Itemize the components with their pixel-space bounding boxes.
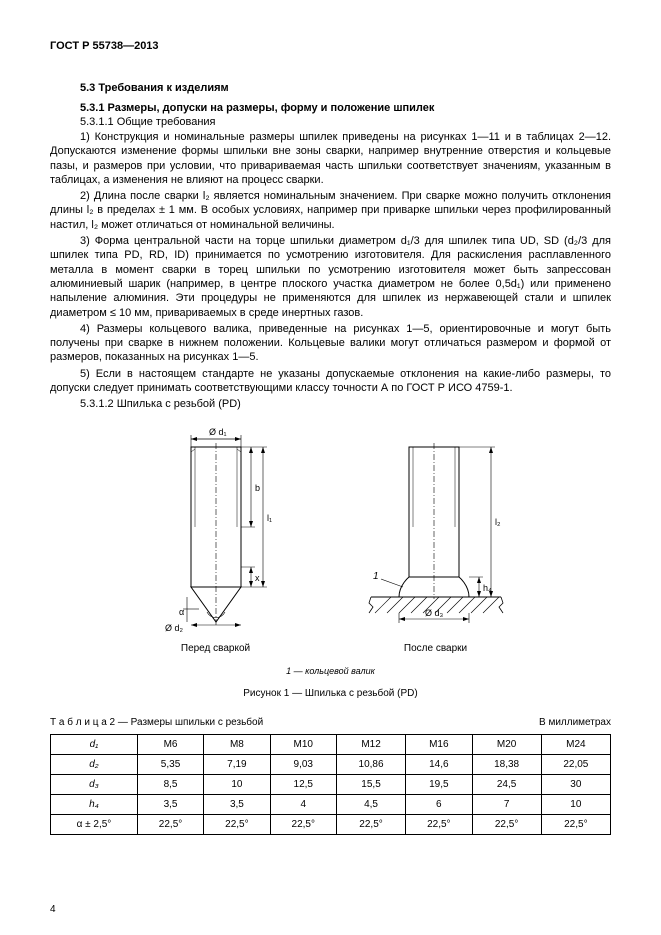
cell: 18,38 <box>472 754 541 774</box>
table-header-row: Т а б л и ц а 2 — Размеры шпильки с резь… <box>50 717 611 728</box>
cell: 24,5 <box>472 774 541 794</box>
dim-d2: Ø d₂ <box>165 623 184 633</box>
table-title: Т а б л и ц а 2 — Размеры шпильки с резь… <box>50 717 263 728</box>
col-m20: M20 <box>472 734 541 754</box>
cell: 22,5° <box>541 814 610 834</box>
cell: 9,03 <box>270 754 336 774</box>
caption-before: Перед сваркой <box>141 643 291 654</box>
cell: 22,5° <box>472 814 541 834</box>
table-head-row: d₁ M6 M8 M10 M12 M16 M20 M24 <box>51 734 611 754</box>
figure-before-welding: Ø d₁ <box>141 427 291 654</box>
cell: 22,5° <box>204 814 270 834</box>
body-text: 1) Конструкция и номинальные размеры шпи… <box>50 130 611 412</box>
cell: 14,6 <box>406 754 472 774</box>
cell: 10,86 <box>336 754 405 774</box>
cell: 8,5 <box>137 774 203 794</box>
cell: 3,5 <box>137 794 203 814</box>
table-row: d₃ 8,5 10 12,5 15,5 19,5 24,5 30 <box>51 774 611 794</box>
col-d1: d₁ <box>51 734 138 754</box>
caption-after: После сварки <box>351 643 521 654</box>
doc-header: ГОСТ Р 55738—2013 <box>50 40 611 52</box>
para-3: 3) Форма центральной части на торце шпил… <box>50 234 611 320</box>
section-5-3-1-1-title: 5.3.1.1 Общие требования <box>80 116 611 128</box>
dim-d1: Ø d₁ <box>209 427 227 437</box>
table-row: α ± 2,5° 22,5° 22,5° 22,5° 22,5° 22,5° 2… <box>51 814 611 834</box>
col-m8: M8 <box>204 734 270 754</box>
rowhead-h4: h₄ <box>51 794 138 814</box>
cell: 22,5° <box>137 814 203 834</box>
cell: 22,5° <box>406 814 472 834</box>
col-m6: M6 <box>137 734 203 754</box>
cell: 10 <box>204 774 270 794</box>
dim-alpha: α <box>179 607 184 617</box>
cell: 22,5° <box>336 814 405 834</box>
dimensions-table: d₁ M6 M8 M10 M12 M16 M20 M24 d₂ 5,35 7,1… <box>50 734 611 835</box>
page-number: 4 <box>50 904 56 915</box>
leader-1: 1 <box>373 571 379 582</box>
para-5: 5) Если в настоящем стандарте не указаны… <box>50 367 611 396</box>
cell: 22,05 <box>541 754 610 774</box>
section-5-3-1-title: 5.3.1 Размеры, допуски на размеры, форму… <box>80 102 611 114</box>
para-1: 1) Конструкция и номинальные размеры шпи… <box>50 130 611 187</box>
figure-legend: 1 — кольцевой валик <box>50 666 611 676</box>
dim-b: b <box>255 483 260 493</box>
table-row: h₄ 3,5 3,5 4 4,5 6 7 10 <box>51 794 611 814</box>
cell: 30 <box>541 774 610 794</box>
cell: 6 <box>406 794 472 814</box>
cell: 12,5 <box>270 774 336 794</box>
cell: 7 <box>472 794 541 814</box>
dim-l2: l₂ <box>495 517 501 527</box>
col-m12: M12 <box>336 734 405 754</box>
section-5-3-title: 5.3 Требования к изделиям <box>80 82 611 94</box>
table-row: d₂ 5,35 7,19 9,03 10,86 14,6 18,38 22,05 <box>51 754 611 774</box>
para-2: 2) Длина после сварки l₂ является номина… <box>50 189 611 232</box>
cell: 10 <box>541 794 610 814</box>
figure-title: Рисунок 1 — Шпилька с резьбой (PD) <box>50 688 611 699</box>
dim-h4: h₄ <box>483 583 492 593</box>
rowhead-d2: d₂ <box>51 754 138 774</box>
cell: 15,5 <box>336 774 405 794</box>
cell: 4 <box>270 794 336 814</box>
dim-l1: l₁ <box>267 513 272 523</box>
dim-d3: Ø d₃ <box>425 608 444 618</box>
section-5-3-1-2-title: 5.3.1.2 Шпилька с резьбой (PD) <box>50 397 611 411</box>
cell: 3,5 <box>204 794 270 814</box>
cell: 19,5 <box>406 774 472 794</box>
col-m10: M10 <box>270 734 336 754</box>
dim-x: x <box>255 573 260 583</box>
col-m24: M24 <box>541 734 610 754</box>
cell: 7,19 <box>204 754 270 774</box>
rowhead-alpha: α ± 2,5° <box>51 814 138 834</box>
cell: 4,5 <box>336 794 405 814</box>
cell: 5,35 <box>137 754 203 774</box>
col-m16: M16 <box>406 734 472 754</box>
para-4: 4) Размеры кольцевого валика, приведенны… <box>50 322 611 365</box>
table-unit: В миллиметрах <box>539 717 611 728</box>
cell: 22,5° <box>270 814 336 834</box>
figure-after-welding: 1 Ø d₃ l₂ <box>351 427 521 654</box>
rowhead-d3: d₃ <box>51 774 138 794</box>
figure-area: Ø d₁ <box>50 427 611 699</box>
